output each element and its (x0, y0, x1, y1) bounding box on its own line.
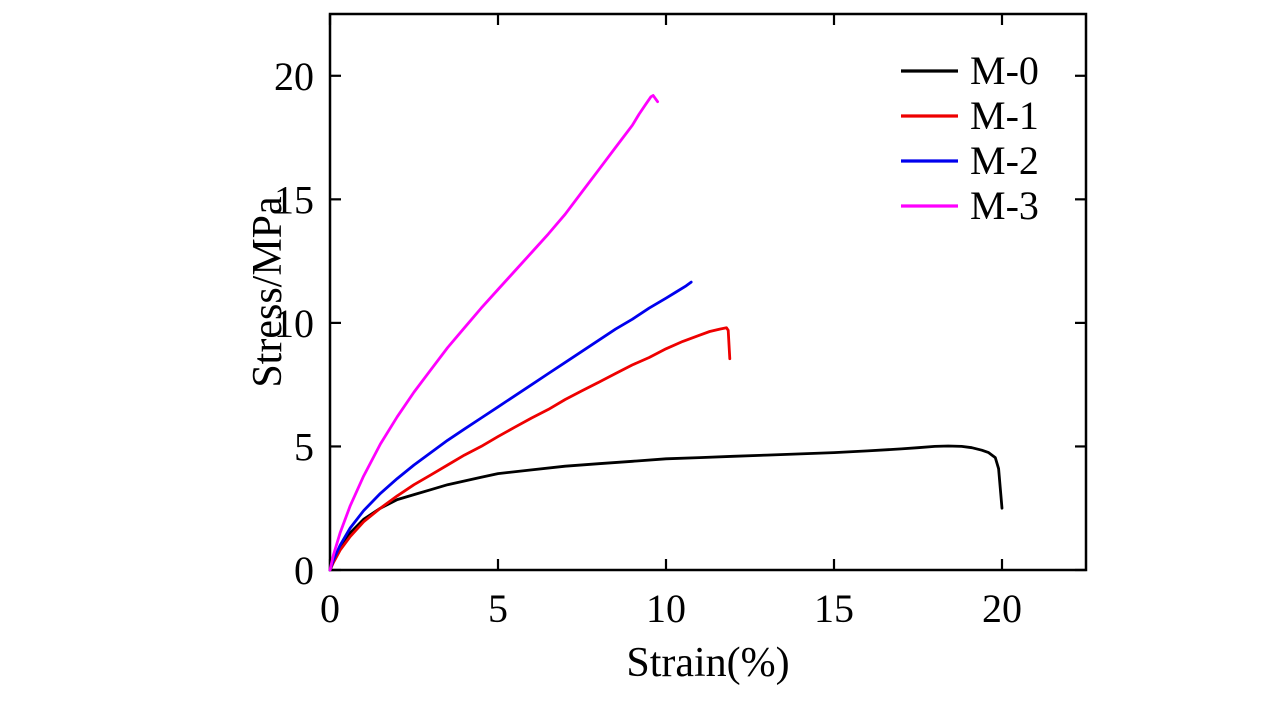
plot-frame (328, 12, 1088, 572)
y-tick-label: 10 (274, 301, 314, 346)
legend-label-M-1: M-1 (970, 93, 1039, 138)
series-line-M-0 (328, 444, 1004, 572)
x-axis-title: Strain(%) (626, 640, 790, 686)
x-tick-label: 0 (320, 586, 340, 631)
series-line-M-2 (328, 280, 693, 572)
legend-label-M-3: M-3 (970, 183, 1039, 228)
legend-label-M-0: M-0 (970, 48, 1039, 93)
y-tick-label: 20 (274, 54, 314, 99)
y-tick-label: 0 (294, 548, 314, 593)
series-line-M-1 (328, 326, 732, 572)
legend-label-M-2: M-2 (970, 138, 1039, 183)
y-tick-label: 5 (294, 424, 314, 469)
x-tick-label: 10 (646, 586, 686, 631)
x-tick-label: 20 (982, 586, 1022, 631)
series-line-M-3 (328, 94, 659, 572)
y-axis-title: Stress/MPa (244, 196, 291, 388)
y-tick-label: 15 (274, 177, 314, 222)
x-tick-label: 15 (814, 586, 854, 631)
x-tick-label: 5 (488, 586, 508, 631)
